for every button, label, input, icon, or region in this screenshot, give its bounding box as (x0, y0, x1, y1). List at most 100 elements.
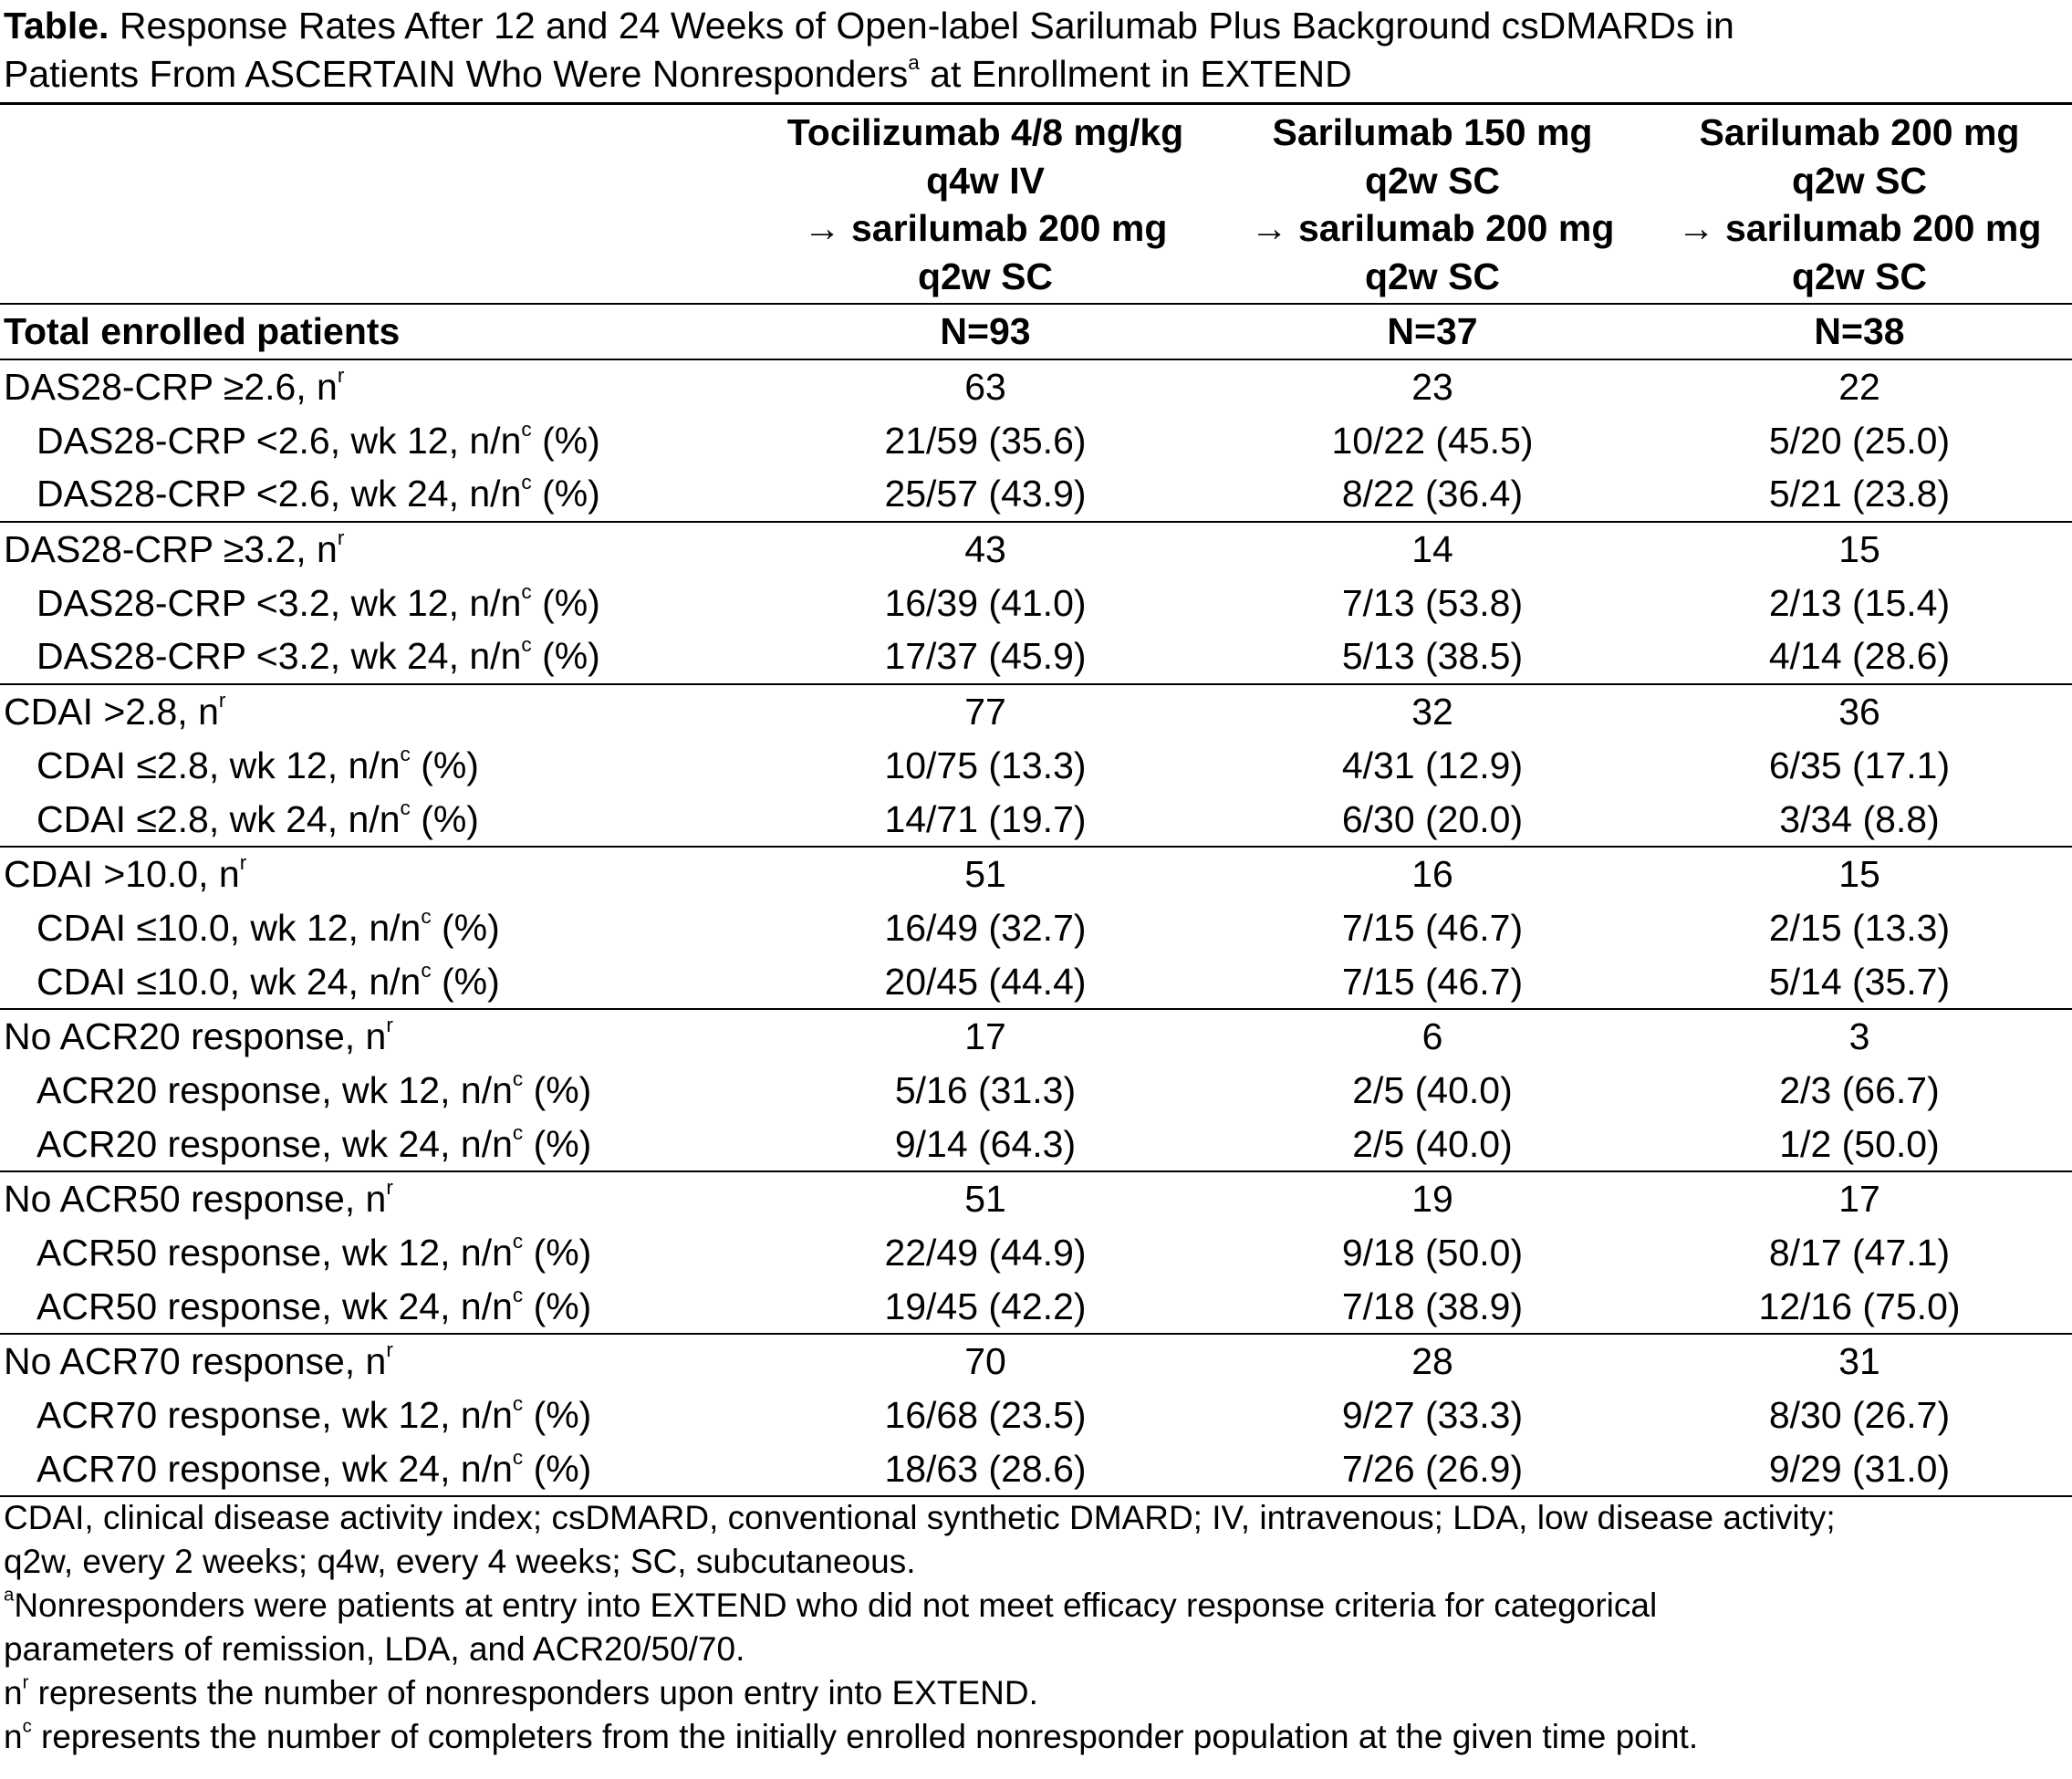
table-cell: 20/45 (44.4) (884, 960, 1087, 1003)
column-header-tocilizumab: Tocilizumab 4/8 mg/kg q4w IV → sarilumab… (753, 102, 1218, 305)
table-cell: 15 (1647, 520, 2072, 577)
row-label-text: No ACR70 response, n (4, 1340, 387, 1383)
row-label-suffix: (%) (523, 1447, 592, 1490)
footnote-a-line-1: aNonresponders were patients at entry in… (4, 1584, 2070, 1628)
response-rates-table: Tocilizumab 4/8 mg/kg q4w IV → sarilumab… (0, 102, 2072, 1498)
table-cell: 7/15 (46.7) (1341, 960, 1524, 1003)
caption-line-1: Table. Response Rates After 12 and 24 We… (4, 2, 2066, 50)
response-row: ACR70 response, wk 24, n/nc (%) 18/63 (28… (0, 1441, 2072, 1498)
row-label-superscript: r (386, 1338, 393, 1362)
table-cell: 10/22 (45.5) (1331, 419, 1534, 462)
response-row: ACR50 response, wk 12, n/nc (%) 22/49 (44… (0, 1226, 2072, 1280)
row-label-suffix: (%) (410, 797, 479, 840)
table-cell: 4/31 (12.9) (1341, 744, 1524, 786)
table-cell: 51 (753, 1170, 1218, 1226)
footnote-nc-text: represents the number of completers from… (31, 1718, 1699, 1755)
column-header-line: → sarilumab 200 mg (1677, 207, 2042, 249)
row-label-text: CDAI ≤10.0, wk 24, n/n (36, 960, 422, 1003)
header-empty-cell (0, 102, 753, 305)
row-label-suffix: (%) (523, 1232, 592, 1274)
table-cell: 5/13 (38.5) (1341, 635, 1524, 678)
footnote-nc-symbol: n (4, 1718, 23, 1755)
table-cell: 7/26 (26.9) (1218, 1441, 1647, 1498)
table-cell: 2/5 (40.0) (1352, 1068, 1513, 1111)
row-label-text: CDAI ≤10.0, wk 12, n/n (36, 906, 422, 949)
table-header: Tocilizumab 4/8 mg/kg q4w IV → sarilumab… (0, 102, 2072, 305)
table-cell: 5/20 (25.0) (1768, 419, 1951, 462)
row-label-suffix: (%) (531, 419, 600, 462)
table-cell: 22 (1647, 358, 2072, 414)
response-row: ACR70 response, wk 12, n/nc (%) 16/68 (23… (0, 1389, 2072, 1442)
column-header-line: q2w SC (1364, 255, 1501, 297)
row-label-text: CDAI >10.0, n (4, 853, 240, 896)
table-cell: 36 (1647, 682, 2072, 739)
table-cell: 5/16 (31.3) (894, 1068, 1077, 1111)
footnote-nc-sup: c (22, 1716, 32, 1737)
group-header-row: DAS28-CRP ≥2.6, nr 63 23 22 (0, 358, 2072, 414)
table-cell: 43 (753, 520, 1218, 577)
footnote-nr-sup: r (22, 1672, 29, 1693)
table-cell: 2/15 (13.3) (1768, 906, 1951, 949)
row-label-superscript: c (421, 904, 432, 928)
row-label: No ACR50 response, nr (0, 1170, 753, 1226)
table-cell: 21/59 (35.6) (884, 419, 1087, 462)
table-caption: Table. Response Rates After 12 and 24 We… (4, 2, 2066, 99)
response-row: DAS28-CRP <3.2, wk 12, n/nc (%) 16/39 (41… (0, 576, 2072, 629)
column-header-sarilumab-200: Sarilumab 200 mg q2w SC → sarilumab 200 … (1647, 102, 2072, 305)
row-label: ACR70 response, wk 24, n/nc (%) (0, 1441, 753, 1498)
column-header-line: → sarilumab 200 mg (803, 207, 1168, 249)
row-label-text: DAS28-CRP <3.2, wk 12, n/n (36, 581, 522, 624)
row-label-suffix: (%) (531, 635, 600, 678)
table-cell: 7/18 (38.9) (1341, 1285, 1524, 1327)
row-label-superscript: r (386, 1176, 393, 1200)
table-cell: 10/75 (13.3) (884, 744, 1087, 786)
group-header-row: No ACR70 response, nr 70 28 31 (0, 1333, 2072, 1389)
row-label-text: DAS28-CRP <3.2, wk 24, n/n (36, 635, 522, 678)
row-label-superscript: c (512, 1120, 524, 1144)
table-cell: 25/57 (43.9) (884, 473, 1087, 515)
table-cell: 16/49 (32.7) (884, 906, 1087, 949)
table-cell: 9/14 (64.3) (894, 1122, 1077, 1165)
row-label-text: ACR20 response, wk 12, n/n (36, 1068, 513, 1111)
row-label: Total enrolled patients (4, 310, 401, 353)
table-cell: 77 (753, 682, 1218, 739)
row-label-superscript: c (521, 417, 532, 441)
table-cell: 17 (753, 1007, 1218, 1064)
table-cell: 1/2 (50.0) (1779, 1122, 1940, 1165)
row-label-superscript: c (512, 1445, 524, 1469)
row-label-text: No ACR50 response, n (4, 1178, 387, 1221)
row-label-superscript: c (400, 742, 411, 765)
response-row: CDAI ≤10.0, wk 24, n/nc (%) 20/45 (44.4) 7… (0, 954, 2072, 1009)
table-cell: 14 (1218, 520, 1647, 577)
row-label-text: DAS28-CRP <2.6, wk 24, n/n (36, 473, 522, 515)
table-cell: 6/35 (17.1) (1768, 744, 1951, 786)
footnote-a-text: Nonresponders were patients at entry int… (14, 1587, 1658, 1624)
row-label-superscript: c (421, 958, 432, 982)
row-label: DAS28-CRP ≥2.6, nr (0, 358, 753, 414)
footnote-a-marker: a (4, 1585, 15, 1606)
caption-footnote-marker: a (908, 50, 920, 74)
response-row: CDAI ≤10.0, wk 12, n/nc (%) 16/49 (32.7) 7… (0, 901, 2072, 955)
footnote-nr-text: represents the number of nonresponders u… (28, 1674, 1038, 1711)
table-cell: 16 (1218, 845, 1647, 901)
row-label-suffix: (%) (431, 906, 500, 949)
table-cell: 63 (753, 358, 1218, 414)
row-label: ACR20 response, wk 24, n/nc (%) (0, 1117, 753, 1171)
table-cell: 17/37 (45.9) (884, 635, 1087, 678)
row-label-text: ACR50 response, wk 12, n/n (36, 1232, 513, 1274)
group-header-row: CDAI >10.0, nr 51 16 15 (0, 845, 2072, 901)
table-cell: 23 (1218, 358, 1647, 414)
table-cell: 14/71 (19.7) (884, 797, 1087, 840)
response-row: ACR20 response, wk 12, n/nc (%) 5/16 (31.… (0, 1064, 2072, 1118)
table-cell: 8/30 (26.7) (1768, 1394, 1951, 1437)
table-cell: 19 (1218, 1170, 1647, 1226)
column-header-line: → sarilumab 200 mg (1250, 207, 1615, 249)
group-header-row: No ACR50 response, nr 51 19 17 (0, 1170, 2072, 1226)
row-label: DAS28-CRP <2.6, wk 24, n/nc (%) (0, 467, 753, 522)
row-label-suffix: (%) (523, 1394, 592, 1437)
row-label: DAS28-CRP <2.6, wk 12, n/nc (%) (0, 413, 753, 467)
row-label: ACR70 response, wk 12, n/nc (%) (0, 1389, 753, 1442)
table-cell: 17 (1647, 1170, 2072, 1226)
column-header-line: Sarilumab 200 mg (1699, 111, 2020, 153)
row-label: DAS28-CRP <3.2, wk 12, n/nc (%) (0, 576, 753, 629)
